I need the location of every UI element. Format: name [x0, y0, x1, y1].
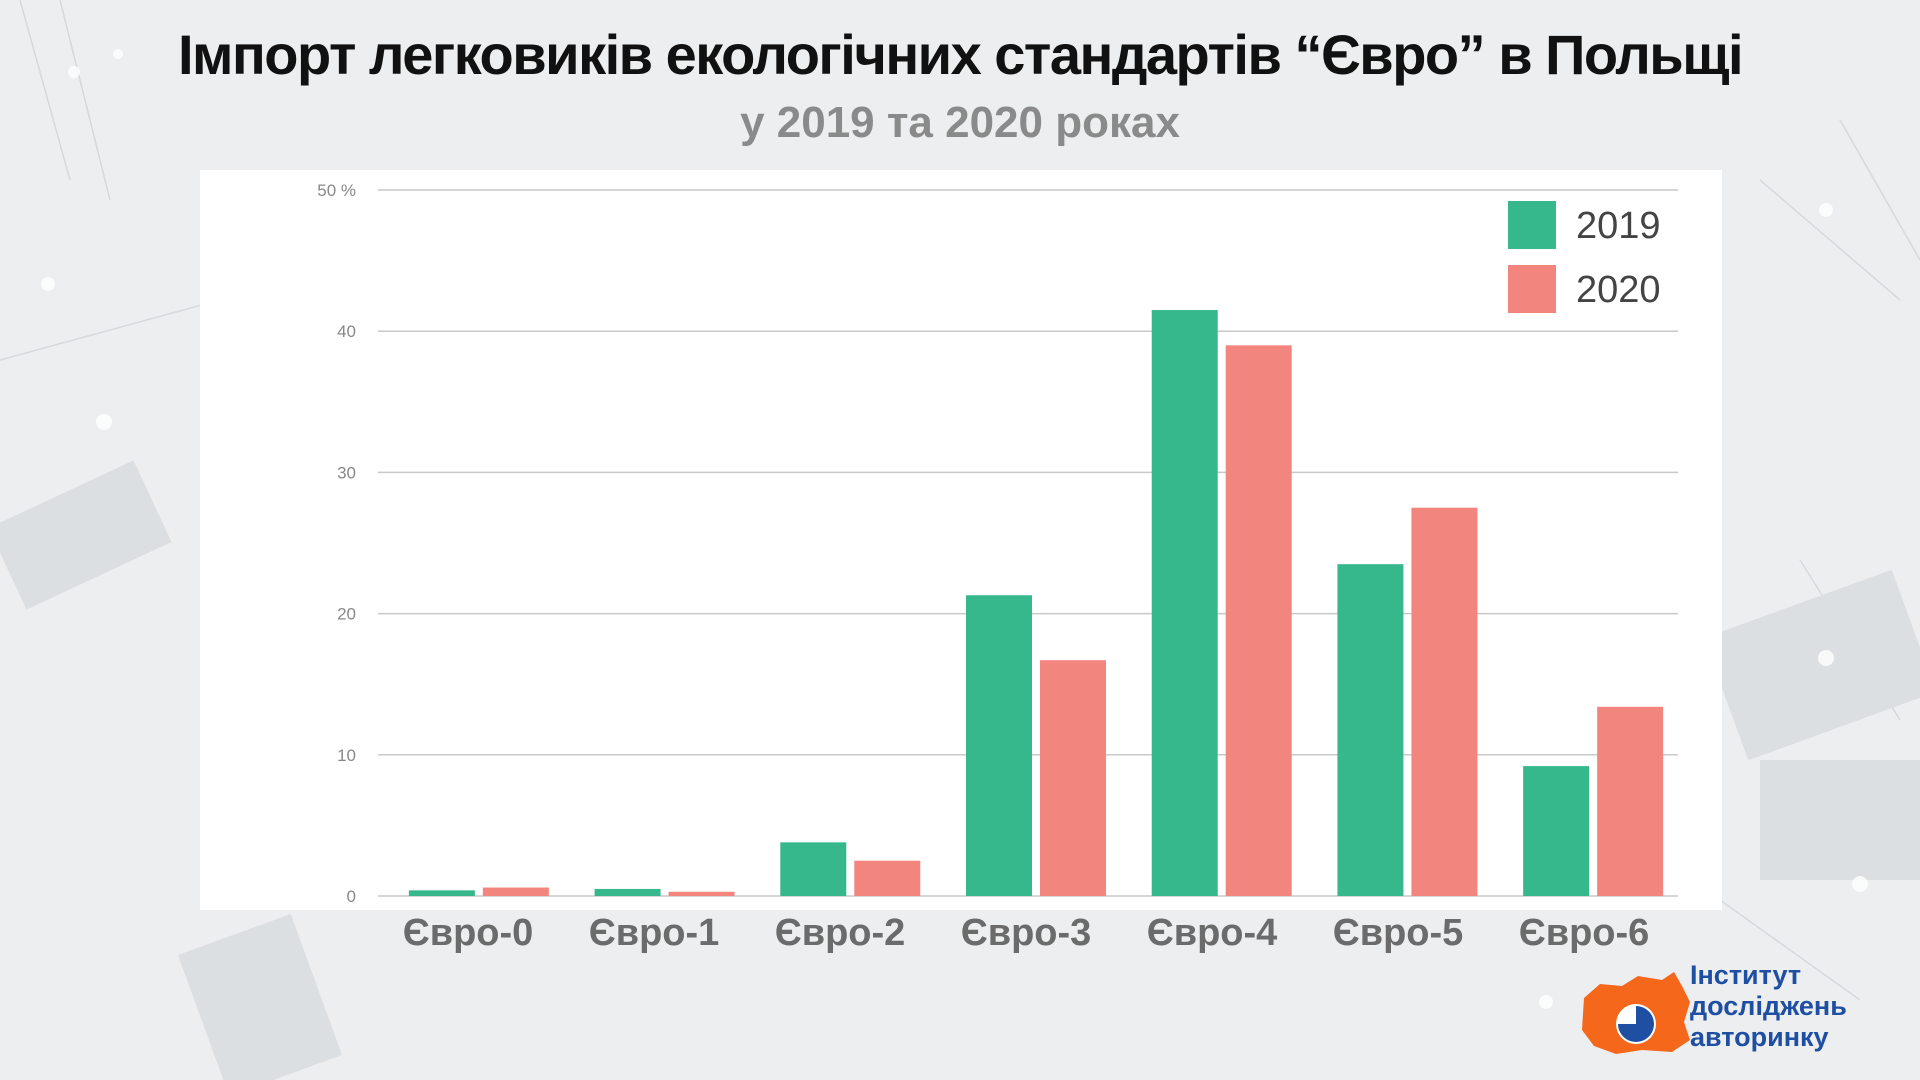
institute-logo: Інститут досліджень авторинку: [1578, 958, 1908, 1058]
bar-2020-6: [1597, 706, 1664, 896]
x-tick-label: Євро-2: [774, 912, 906, 954]
logo-map-icon: [1582, 972, 1690, 1054]
chart-title: Імпорт легковиків екологічних стандартів…: [177, 23, 1744, 86]
y-tick-label: 10: [337, 746, 356, 765]
bar-chart: 0 10 20 30 40 50 %: [317, 181, 1678, 906]
chart-subtitle: у 2019 та 2020 роках: [740, 98, 1180, 147]
y-tick-label: 0: [347, 887, 356, 906]
x-tick-label: Євро-5: [1332, 912, 1464, 954]
bar-2019-3: [966, 595, 1032, 896]
x-tick-label: Євро-6: [1518, 912, 1650, 954]
x-tick-label: Євро-1: [588, 912, 720, 954]
y-tick-label: 30: [337, 463, 356, 482]
legend-swatch-2020: [1508, 265, 1556, 313]
bar-2019-4: [1151, 310, 1218, 896]
bar-2019-0: [408, 890, 475, 896]
y-tick-label: 20: [337, 605, 356, 624]
legend-swatch-2019: [1508, 201, 1556, 249]
y-tick-label: 40: [337, 322, 356, 341]
bar-2020-5: [1411, 507, 1478, 896]
logo-text: Інститут досліджень авторинку: [1690, 960, 1847, 1053]
bar-2020-2: [854, 860, 921, 896]
legend-label-2020: 2020: [1576, 269, 1661, 311]
y-tick-label: 50 %: [317, 181, 356, 200]
logo-text-line: авторинку: [1690, 1022, 1829, 1052]
x-tick-label: Євро-0: [402, 912, 534, 954]
logo-text-line: Інститут: [1690, 960, 1802, 990]
bar-2020-0: [482, 887, 549, 896]
bar-2019-2: [780, 842, 847, 896]
bar-2020-3: [1040, 660, 1106, 896]
x-tick-label: Євро-3: [960, 912, 1092, 954]
bar-2019-5: [1337, 564, 1404, 896]
bar-2020-4: [1225, 345, 1292, 896]
bar-2019-1: [594, 888, 661, 896]
logo-text-line: досліджень: [1690, 991, 1847, 1021]
chart-panel: 0 10 20 30 40 50 %: [200, 170, 1722, 910]
bar-2019-6: [1523, 766, 1590, 896]
legend-label-2019: 2019: [1576, 205, 1661, 247]
bar-2020-1: [668, 891, 735, 896]
x-tick-label: Євро-4: [1146, 912, 1278, 954]
